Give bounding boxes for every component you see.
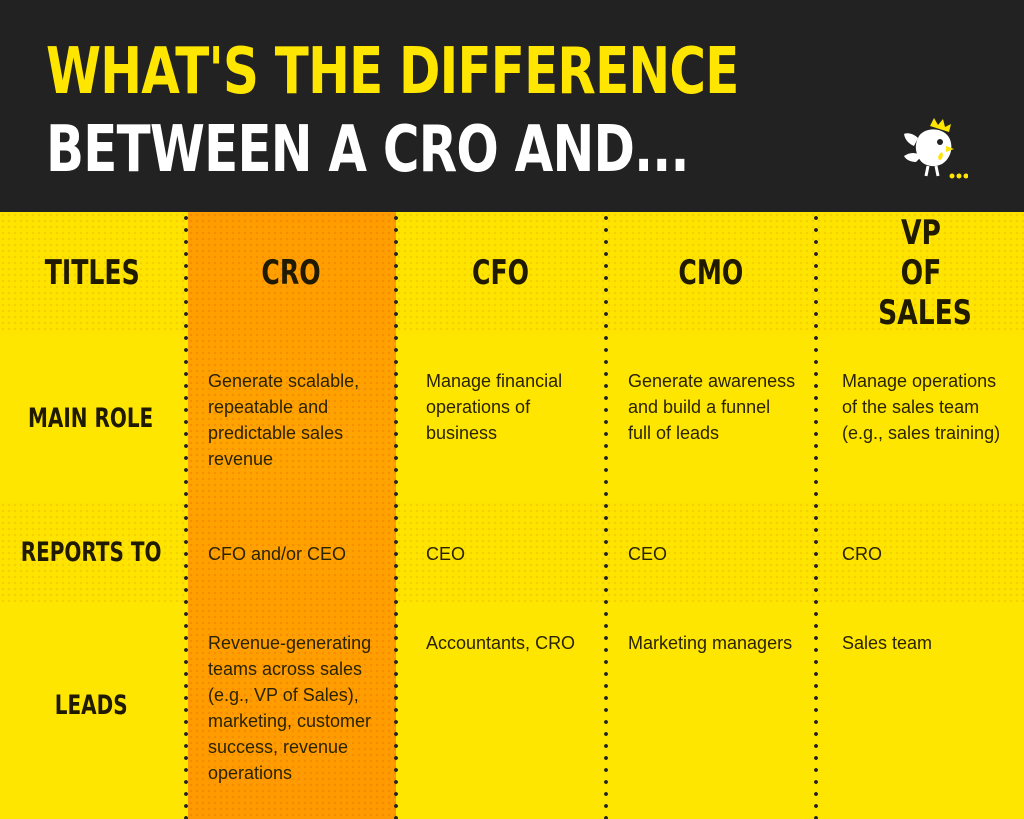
cfo-leads: Accountants, CRO: [426, 633, 576, 653]
cro-column-highlight: [188, 212, 396, 819]
vp-of-sales-leads: Sales team: [842, 633, 933, 653]
reports-to-row-bg: [0, 502, 1024, 602]
column-header-titles: TITLES: [44, 253, 140, 293]
column-header-cfo: CFO: [472, 253, 530, 293]
title-line-2: BETWEEN A CRO AND...: [46, 113, 689, 187]
cfo-reports-to: CEO: [426, 544, 466, 564]
comparison-table: TITLES CRO CFO CMO VP OF SALES MAIN ROLE…: [0, 212, 1024, 819]
column-divider: [814, 212, 818, 819]
vp-of-sales-reports-to: CRO: [842, 544, 882, 564]
cmo-reports-to: CEO: [628, 544, 668, 564]
cro-leads: Revenue-generating teams across sales (e…: [208, 633, 372, 783]
header-banner: WHAT'S THE DIFFERENCE BETWEEN A CRO AND.…: [0, 0, 1024, 212]
column-header-cmo: CMO: [678, 253, 744, 293]
column-divider: [184, 212, 188, 819]
column-header-cro: CRO: [261, 253, 321, 293]
cmo-main-role: Generate awareness and build a funnel fu…: [628, 371, 796, 443]
column-divider: [394, 212, 398, 819]
leads-row-bg: [0, 602, 1024, 819]
row-label-leads: LEADS: [54, 689, 128, 721]
column-header-vp-of-sales: VP OF SALES: [878, 213, 972, 333]
rooster-mascot-icon: [904, 118, 968, 179]
cro-main-role: Generate scalable, repeatable and predic…: [208, 371, 360, 469]
row-label-reports-to: REPORTS TO: [20, 536, 162, 568]
row-label-main-role: MAIN ROLE: [28, 402, 154, 434]
vp-of-sales-main-role: Manage operations of the sales team (e.g…: [842, 371, 1001, 443]
title-line-1: WHAT'S THE DIFFERENCE: [46, 35, 739, 109]
cfo-main-role: Manage financial operations of business: [426, 371, 563, 443]
cmo-leads: Marketing managers: [628, 633, 793, 653]
main-role-row-bg: [0, 334, 1024, 502]
cro-reports-to: CFO and/or CEO: [208, 544, 347, 564]
titles-row-bg: [0, 212, 1024, 334]
column-divider: [604, 212, 608, 819]
